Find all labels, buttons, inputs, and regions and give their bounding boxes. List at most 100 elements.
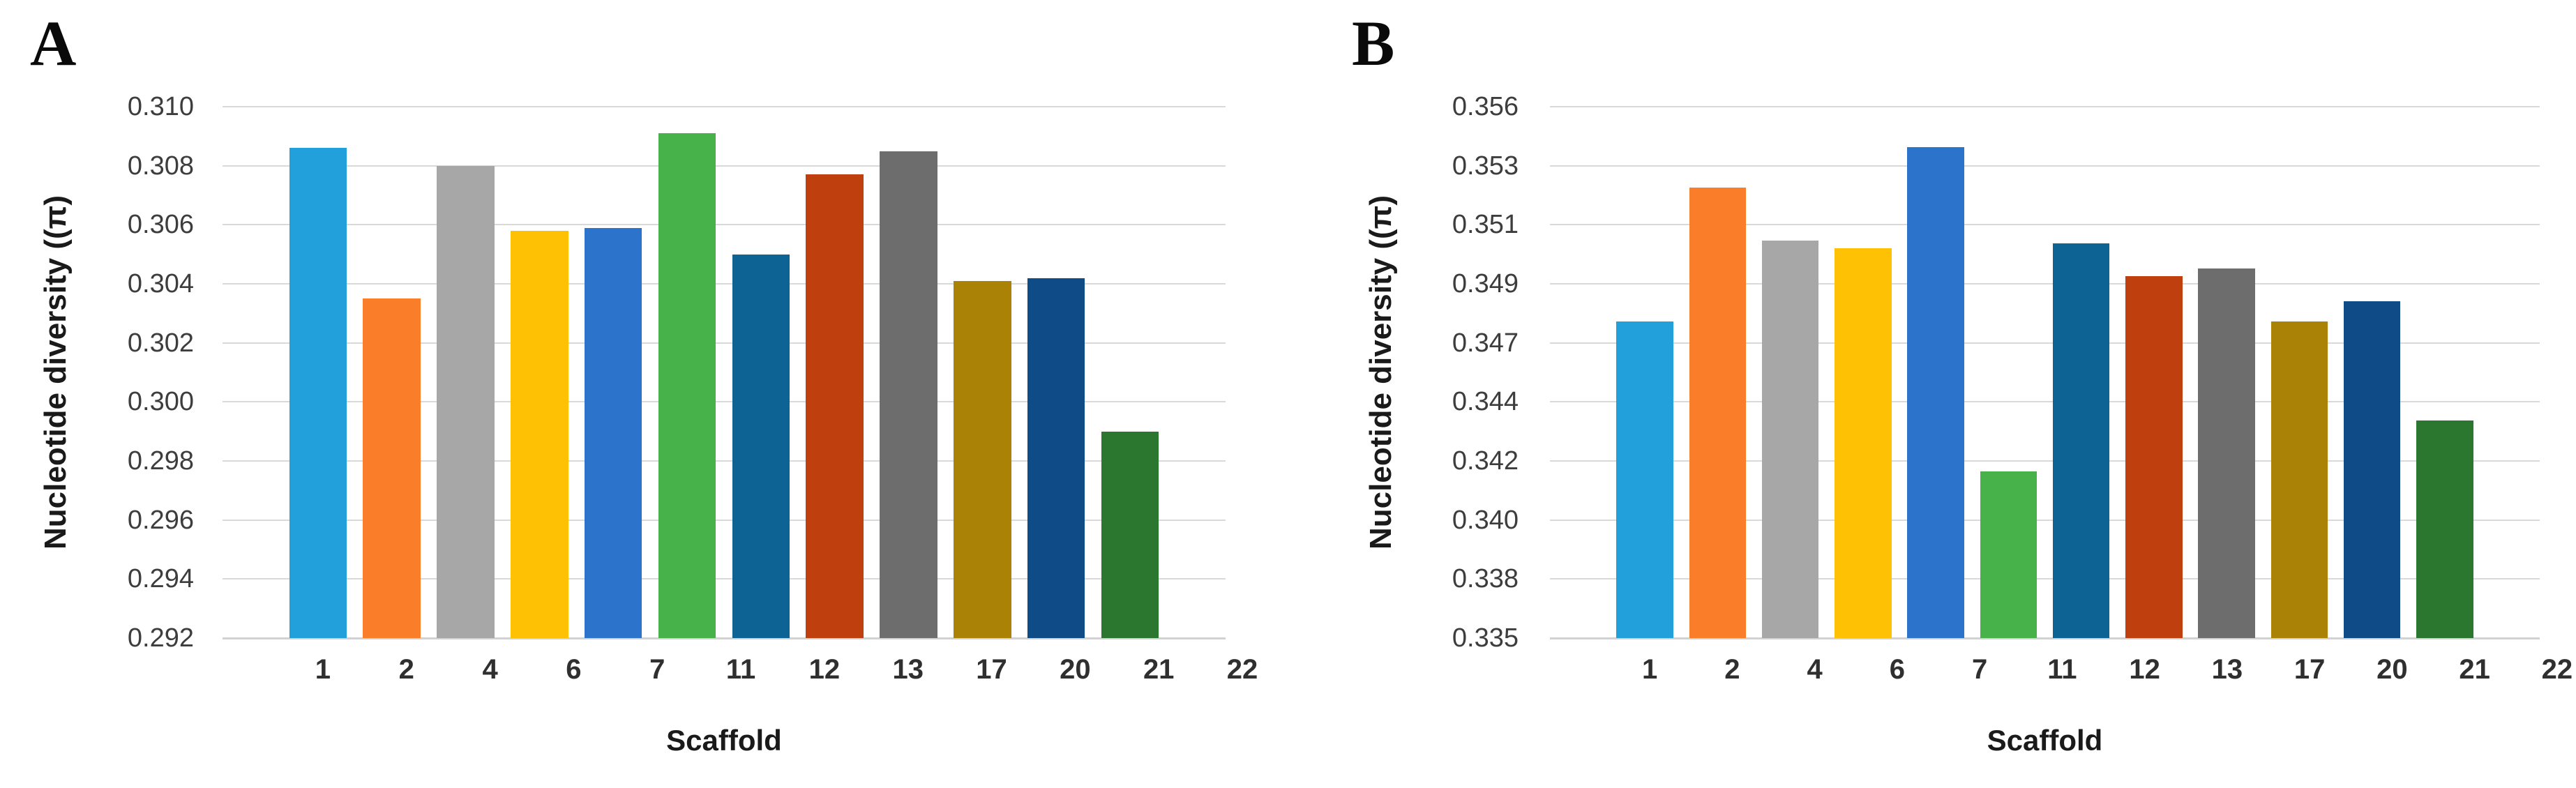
bar-scaffold-6: [1835, 248, 1892, 638]
gridline: [1550, 578, 2540, 580]
y-tick-label: 0.296: [127, 505, 194, 535]
bar-scaffold-17: [880, 151, 937, 638]
bar-slot: [2409, 107, 2481, 638]
gridline: [1550, 224, 2540, 226]
y-tick-label: 0.292: [127, 623, 194, 653]
x-tick-label: 7: [649, 654, 665, 685]
x-tick-label: 22: [2541, 654, 2573, 685]
y-tick-label: 0.338: [1452, 564, 1519, 594]
bars-a: [223, 107, 1226, 638]
bar-slot: [429, 107, 503, 638]
x-tick-label: 12: [2129, 654, 2160, 685]
y-tick-label: 0.304: [127, 268, 194, 298]
x-tick-label: 20: [1060, 654, 1091, 685]
x-tick-label: 13: [2211, 654, 2243, 685]
bar-slot: [2045, 107, 2118, 638]
gridline: [223, 460, 1226, 462]
bar-scaffold-4: [1761, 241, 1819, 638]
bar-scaffold-4: [437, 165, 495, 638]
y-tick-label: 0.306: [127, 210, 194, 240]
x-tick-label: 11: [725, 654, 756, 685]
y-tick-label: 0.356: [1452, 92, 1519, 121]
panel-label-a: A: [30, 8, 77, 79]
y-tick-label: 0.310: [127, 92, 194, 121]
plot-area-a: [223, 106, 1226, 639]
x-tick-label: 4: [1807, 654, 1823, 685]
gridline: [1550, 519, 2540, 521]
bar-slot: [1972, 107, 2044, 638]
gridline: [223, 519, 1226, 521]
bar-slot: [2263, 107, 2335, 638]
y-tick-label: 0.344: [1452, 387, 1519, 417]
y-tick-label: 0.308: [127, 151, 194, 181]
x-tick-label: 20: [2377, 654, 2408, 685]
bar-scaffold-2: [363, 298, 421, 638]
y-tick-label: 0.302: [127, 328, 194, 358]
bar-scaffold-6: [511, 230, 568, 638]
bar-slot: [576, 107, 650, 638]
bar-scaffold-20: [2270, 321, 2328, 638]
x-axis-tick-labels-a: 1 2 4 6 7 11 12 13 17 20 21 22: [223, 654, 1343, 685]
bar-slot: [1681, 107, 1754, 638]
gridline: [1550, 401, 2540, 403]
y-tick-label: 0.300: [127, 387, 194, 417]
x-tick-label: 11: [2047, 654, 2077, 685]
x-tick-label: 2: [1724, 654, 1740, 685]
bar-slot: [872, 107, 946, 638]
gridline: [1550, 342, 2540, 344]
y-tick-label: 0.340: [1452, 505, 1519, 535]
y-tick-label: 0.353: [1452, 151, 1519, 181]
x-tick-label: 7: [1972, 654, 1988, 685]
gridline: [223, 342, 1226, 344]
panel-label-b: B: [1352, 8, 1395, 79]
bar-scaffold-11: [1980, 471, 2038, 638]
y-tick-label: 0.349: [1452, 268, 1519, 298]
x-axis-title-b: Scaffold: [1987, 724, 2103, 757]
gridline: [223, 578, 1226, 580]
bar-scaffold-21: [2343, 301, 2401, 638]
x-tick-label: 13: [892, 654, 924, 685]
bar-slot: [945, 107, 1019, 638]
gridline: [1550, 106, 2540, 107]
bar-scaffold-13: [2125, 276, 2183, 638]
bar-scaffold-22: [2416, 420, 2473, 638]
y-axis-tick-labels-a: 0.310 0.308 0.306 0.304 0.302 0.300 0.298 0.296…: [75, 93, 194, 651]
gridline: [223, 106, 1226, 107]
bar-slot: [798, 107, 872, 638]
x-tick-label: 21: [1143, 654, 1175, 685]
bar-scaffold-2: [1689, 188, 1747, 638]
bar-slot: [2336, 107, 2409, 638]
bar-scaffold-12: [732, 254, 790, 638]
gridline: [223, 282, 1226, 285]
bar-slot: [1609, 107, 1681, 638]
x-tick-label: 6: [1889, 654, 1905, 685]
bar-scaffold-1: [1616, 321, 1673, 638]
gridline: [1550, 637, 2540, 639]
y-tick-label: 0.294: [127, 564, 194, 594]
bar-slot: [1019, 107, 1093, 638]
bar-slot: [2190, 107, 2263, 638]
x-tick-label: 6: [566, 654, 582, 685]
bar-slot: [502, 107, 576, 638]
bar-scaffold-22: [1101, 431, 1159, 638]
y-axis-title-a: Nucleotide diversity ((π): [38, 195, 73, 550]
bar-slot: [724, 107, 798, 638]
bar-slot: [1827, 107, 1899, 638]
bar-slot: [1899, 107, 1972, 638]
bar-scaffold-21: [1027, 278, 1085, 638]
plot-area-b: [1550, 106, 2540, 639]
x-tick-label: 21: [2459, 654, 2490, 685]
bar-scaffold-20: [954, 280, 1011, 638]
bar-scaffold-7: [584, 227, 642, 638]
gridline: [223, 224, 1226, 226]
y-tick-label: 0.347: [1452, 328, 1519, 358]
gridline: [1550, 165, 2540, 167]
bars-b: [1550, 107, 2540, 638]
y-tick-label: 0.335: [1452, 623, 1519, 653]
bar-slot: [355, 107, 429, 638]
bar-slot: [281, 107, 355, 638]
bar-scaffold-1: [289, 148, 347, 638]
gridline: [223, 401, 1226, 403]
x-axis-tick-labels-b: 1 2 4 6 7 11 12 13 17 20 21 22: [1550, 654, 2576, 685]
bar-slot: [2118, 107, 2190, 638]
